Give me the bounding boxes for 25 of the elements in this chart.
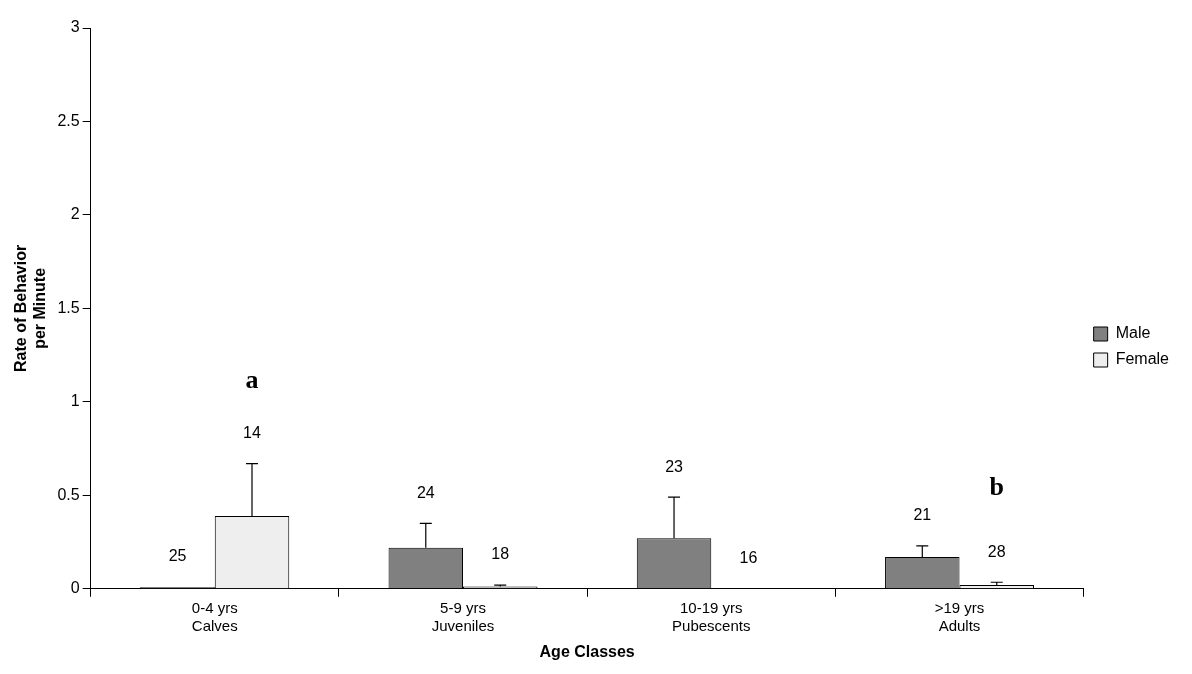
x-tick-label: 10-19 yrs Pubescents (672, 598, 751, 634)
y-tick-label: 2 (70, 205, 80, 223)
annotation: 24 (416, 483, 435, 501)
annotation: a (245, 365, 259, 395)
annotation: 16 (739, 549, 758, 567)
y-axis-title: Rate of Behavior per Minute (12, 244, 49, 372)
y-tick-label: 1.5 (57, 298, 80, 316)
annotation: 21 (913, 506, 932, 524)
y-tick-label: 2.5 (57, 111, 80, 129)
y-tick-label: 1 (70, 392, 80, 410)
y-tick-label: 3 (70, 18, 80, 36)
x-tick-label: 5-9 yrs Juveniles (431, 598, 495, 634)
annotation: 25 (168, 547, 187, 565)
y-tick-label: 0.5 (57, 485, 80, 503)
legend-label: Female (1115, 350, 1170, 368)
annotation: b (989, 471, 1004, 501)
annotation: 23 (665, 457, 684, 475)
x-tick-label: 0-4 yrs Calves (191, 598, 238, 634)
x-tick-label: >19 yrs Adults (934, 598, 985, 634)
y-tick-label: 0 (70, 579, 80, 597)
annotation: 28 (987, 542, 1006, 560)
annotation: 18 (491, 545, 510, 563)
legend-label: Male (1115, 324, 1151, 342)
x-axis-title: Age Classes (539, 642, 635, 660)
annotation: 14 (243, 423, 262, 441)
